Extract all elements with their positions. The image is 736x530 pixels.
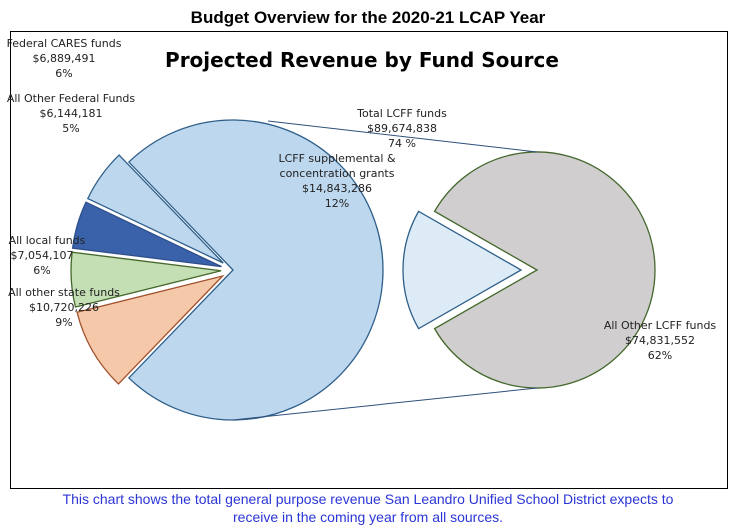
data-label-lcff: 74 % bbox=[388, 137, 416, 150]
chart-frame bbox=[10, 31, 728, 489]
data-label-other: 62% bbox=[648, 349, 672, 362]
data-label-cares: Federal CARES funds bbox=[7, 37, 122, 50]
data-label-lcff: Total LCFF funds bbox=[356, 107, 447, 120]
pie-slice-other-lcff bbox=[433, 151, 656, 389]
data-label-supp: $14,843,286 bbox=[302, 182, 372, 195]
data-label-lcff: $89,674,838 bbox=[367, 122, 437, 135]
pie-slice-cares bbox=[86, 154, 224, 264]
data-label-local: 6% bbox=[33, 264, 50, 277]
caption-line-1: This chart shows the total general purpo… bbox=[62, 491, 674, 507]
data-label-state: 9% bbox=[55, 316, 72, 329]
data-label-state: All other state funds bbox=[8, 286, 120, 299]
pie-slice-lcff-supplemental bbox=[402, 210, 523, 330]
chart-title: Projected Revenue by Fund Source bbox=[165, 48, 559, 72]
data-label-fed: $6,144,181 bbox=[40, 107, 103, 120]
pie-slice-state bbox=[76, 274, 225, 385]
data-label-fed: 5% bbox=[62, 122, 79, 135]
data-label-local: $7,054,107 bbox=[11, 249, 74, 262]
caption-line-2: receive in the coming year from all sour… bbox=[233, 509, 503, 525]
data-label-other: All Other LCFF funds bbox=[604, 319, 717, 332]
pie-slice-total-lcff bbox=[127, 119, 384, 421]
connector-line-bottom bbox=[232, 387, 538, 421]
data-label-supp: LCFF supplemental & bbox=[278, 152, 396, 165]
page-title: Budget Overview for the 2020-21 LCAP Yea… bbox=[190, 8, 546, 27]
data-label-supp: 12% bbox=[325, 197, 349, 210]
chart-caption: This chart shows the total general purpo… bbox=[0, 490, 736, 526]
data-label-cares: 6% bbox=[55, 67, 72, 80]
data-label-other: $74,831,552 bbox=[625, 334, 695, 347]
pie-slice-other-federal bbox=[71, 201, 222, 268]
data-label-fed: All Other Federal Funds bbox=[7, 92, 136, 105]
data-label-cares: $6,889,491 bbox=[33, 52, 96, 65]
data-label-state: $10,720,226 bbox=[29, 301, 99, 314]
data-label-supp: concentration grants bbox=[280, 167, 395, 180]
data-label-local: All local funds bbox=[9, 234, 86, 247]
pie-slice-local bbox=[70, 251, 222, 308]
connector-line-top bbox=[267, 120, 538, 153]
